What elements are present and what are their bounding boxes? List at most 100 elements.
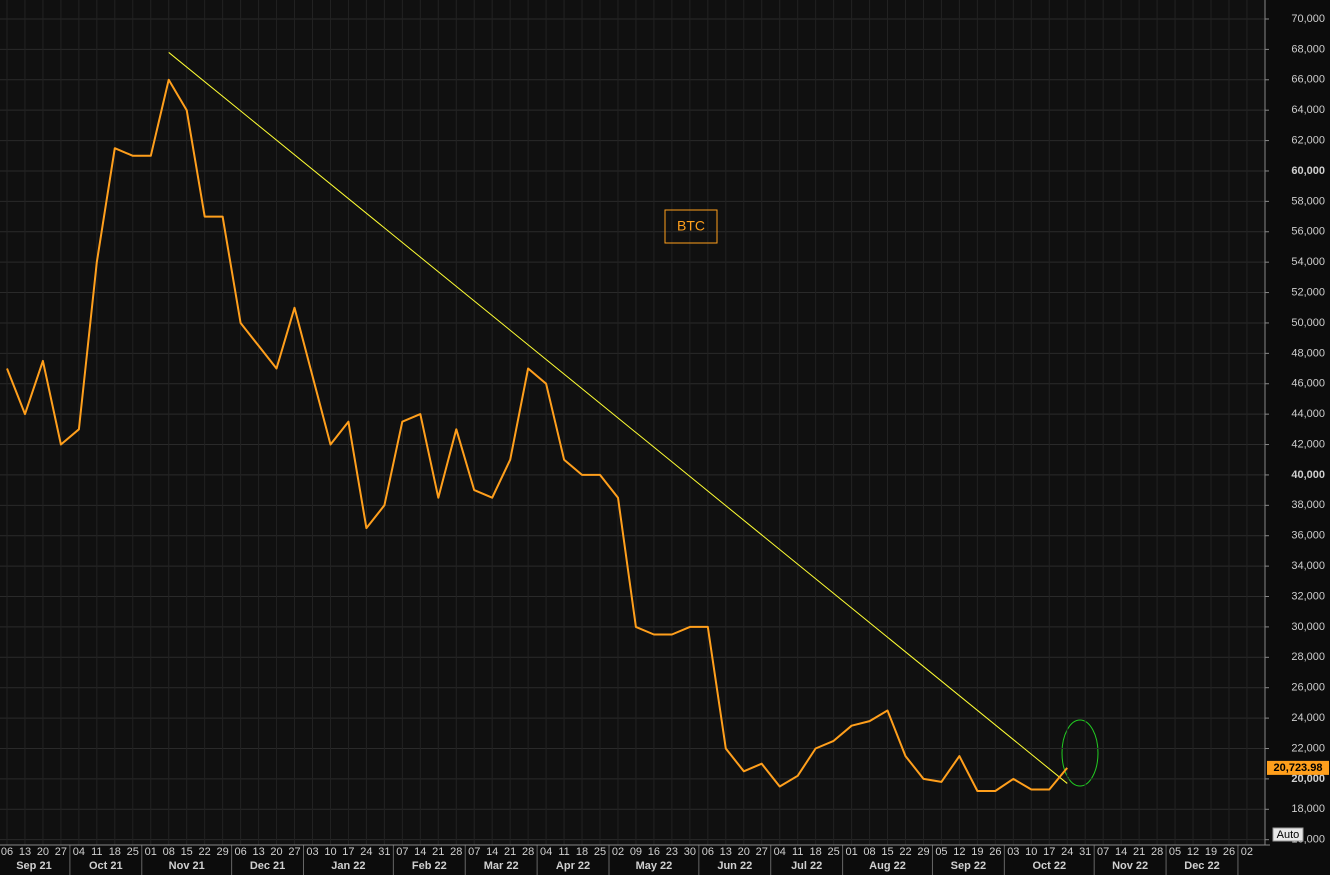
x-tick-label: 27 [756,846,768,858]
y-tick-label: 58,000 [1291,195,1325,207]
y-tick-label: 26,000 [1291,682,1325,694]
x-tick-label: 14 [1115,846,1127,858]
x-tick-label: 27 [288,846,300,858]
x-tick-label: 14 [414,846,426,858]
x-tick-label: 10 [324,846,336,858]
x-tick-label: 30 [684,846,696,858]
y-tick-label: 66,000 [1291,74,1325,86]
x-tick-label: 11 [91,846,102,858]
y-tick-label: 24,000 [1291,712,1325,724]
x-tick-label: 24 [360,846,372,858]
x-tick-label: 17 [342,846,354,858]
x-tick-label: 07 [1097,846,1109,858]
month-label: Oct 21 [89,860,123,872]
y-tick-label: 44,000 [1291,408,1325,420]
x-tick-label: 07 [468,846,480,858]
last-price-label: 20,723.98 [1274,762,1323,774]
month-label: Oct 22 [1032,860,1066,872]
y-tick-label: 46,000 [1291,378,1325,390]
x-tick-label: 21 [432,846,444,858]
x-tick-label: 20 [37,846,49,858]
y-tick-label: 36,000 [1291,530,1325,542]
month-label: Dec 22 [1184,860,1219,872]
x-tick-label: 09 [630,846,642,858]
x-tick-label: 03 [1007,846,1019,858]
month-label: Dec 21 [250,860,285,872]
x-tick-label: 07 [396,846,408,858]
x-tick-label: 06 [234,846,246,858]
x-tick-label: 28 [522,846,534,858]
month-label: Mar 22 [484,860,519,872]
y-tick-label: 22,000 [1291,742,1325,754]
x-tick-label: 18 [810,846,822,858]
x-tick-label: 13 [19,846,31,858]
x-tick-label: 24 [1061,846,1073,858]
y-tick-label: 32,000 [1291,590,1325,602]
x-tick-label: 18 [576,846,588,858]
y-tick-label: 42,000 [1291,438,1325,450]
x-tick-label: 04 [73,846,85,858]
y-tick-label: 30,000 [1291,621,1325,633]
x-tick-label: 26 [989,846,1001,858]
month-label: Jul 22 [791,860,822,872]
x-tick-label: 28 [450,846,462,858]
x-tick-label: 13 [252,846,264,858]
month-label: Feb 22 [412,860,447,872]
month-label: Nov 21 [169,860,205,872]
x-tick-label: 22 [899,846,911,858]
month-label: Jun 22 [717,860,752,872]
x-tick-label: 13 [720,846,732,858]
y-tick-label: 38,000 [1291,499,1325,511]
x-tick-label: 16 [648,846,660,858]
x-tick-label: 22 [199,846,211,858]
last-price-tag [1267,760,1329,775]
y-tick-label: 62,000 [1291,134,1325,146]
x-tick-label: 25 [594,846,606,858]
x-tick-label: 08 [863,846,875,858]
y-tick-label: 54,000 [1291,256,1325,268]
x-tick-label: 26 [1223,846,1235,858]
x-tick-label: 12 [1187,846,1199,858]
x-tick-label: 05 [935,846,947,858]
x-tick-label: 23 [666,846,678,858]
y-tick-label: 56,000 [1291,226,1325,238]
annotation-box [664,209,718,244]
x-tick-label: 25 [827,846,839,858]
y-tick-label: 50,000 [1291,317,1325,329]
x-tick-label: 19 [971,846,983,858]
y-tick-label: 18,000 [1291,803,1325,815]
x-tick-label: 15 [881,846,893,858]
x-tick-label: 04 [774,846,786,858]
x-tick-label: 03 [306,846,318,858]
x-tick-label: 12 [953,846,965,858]
month-label: Nov 22 [1112,860,1148,872]
x-tick-label: 14 [486,846,498,858]
x-tick-label: 04 [540,846,552,858]
x-tick-label: 25 [127,846,139,858]
month-label: Apr 22 [556,860,590,872]
month-label: Sep 21 [16,860,51,872]
x-tick-label: 29 [917,846,929,858]
x-tick-label: 06 [1,846,13,858]
scale-button[interactable] [1272,827,1304,842]
x-tick-label: 28 [1151,846,1163,858]
x-tick-label: 21 [504,846,516,858]
x-tick-label: 21 [1133,846,1145,858]
y-tick-label: 64,000 [1291,104,1325,116]
y-tick-label: 28,000 [1291,651,1325,663]
scale-button-label[interactable]: Auto [1277,829,1300,841]
y-tick-label: 20,000 [1291,773,1325,785]
y-tick-label: 68,000 [1291,43,1325,55]
x-tick-label: 19 [1205,846,1217,858]
x-tick-label: 29 [217,846,229,858]
x-tick-label: 18 [109,846,121,858]
y-tick-label: 52,000 [1291,286,1325,298]
x-tick-label: 20 [270,846,282,858]
trend-line [168,52,1068,784]
y-tick-label: 70,000 [1291,13,1325,25]
y-tick-label: 60,000 [1291,165,1325,177]
y-tick-label: 34,000 [1291,560,1325,572]
x-tick-label: 10 [1025,846,1037,858]
month-label: May 22 [636,860,673,872]
